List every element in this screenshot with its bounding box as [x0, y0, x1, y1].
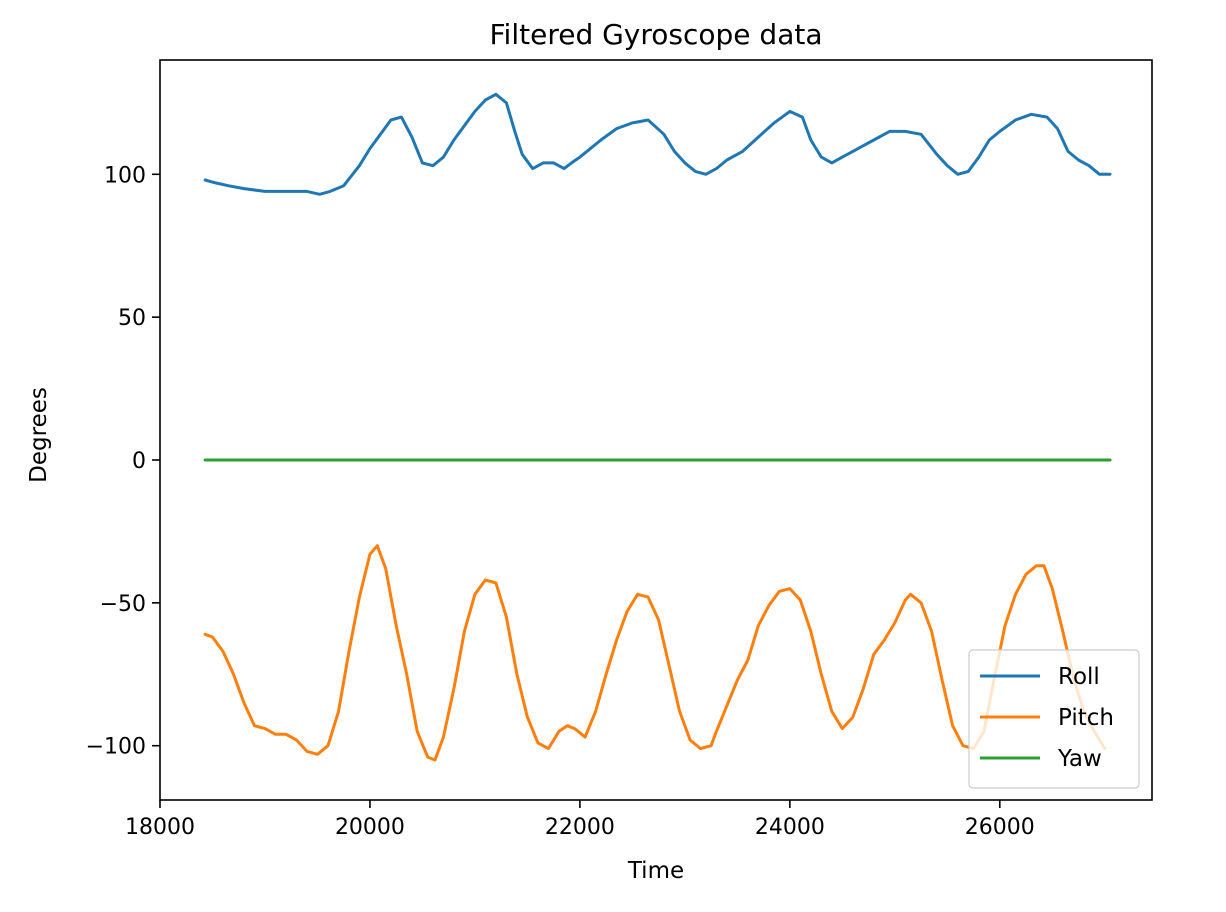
y-tick-label: 50 — [118, 306, 146, 331]
x-axis-label: Time — [627, 858, 684, 884]
y-tick-label: 0 — [132, 449, 146, 474]
legend-label-roll: Roll — [1058, 664, 1100, 690]
x-tick-label: 22000 — [545, 815, 615, 840]
y-axis-label: Degrees — [26, 387, 52, 483]
y-tick-label: −100 — [86, 735, 146, 760]
plot-area-frame — [159, 59, 1153, 801]
y-tick-label: 100 — [104, 163, 146, 188]
x-tick-label: 18000 — [125, 815, 195, 840]
x-tick-label: 24000 — [755, 815, 825, 840]
x-axis-ticks: 18000 20000 22000 24000 26000 — [125, 800, 1035, 840]
series-line-pitch — [203, 544, 1107, 762]
y-tick-label: −50 — [100, 592, 146, 617]
series-line-roll — [203, 92, 1112, 196]
y-axis-ticks: −100 −50 0 50 100 — [86, 163, 160, 760]
legend-label-yaw: Yaw — [1057, 746, 1102, 772]
plot-series — [203, 92, 1112, 762]
chart-legend: Roll Pitch Yaw — [968, 649, 1140, 789]
legend-label-pitch: Pitch — [1058, 705, 1114, 731]
legend-box — [968, 649, 1140, 789]
chart-title: Filtered Gyroscope data — [489, 18, 822, 51]
x-tick-label: 20000 — [335, 815, 405, 840]
x-tick-label: 26000 — [965, 815, 1035, 840]
